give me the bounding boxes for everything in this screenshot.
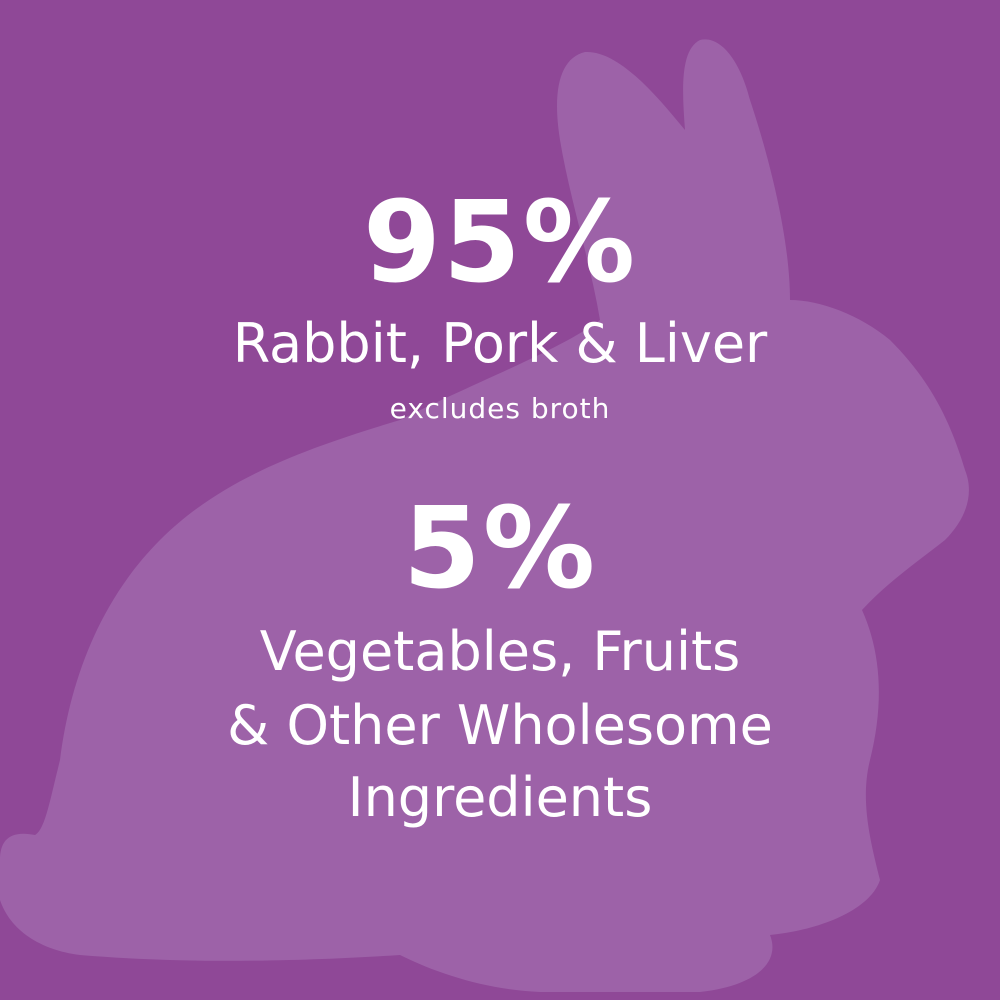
veg-percentage: 5%	[402, 484, 598, 614]
broth-note: excludes broth	[389, 392, 611, 425]
meat-label: Rabbit, Pork & Liver	[232, 312, 768, 375]
veg-label-line-3: Ingredients	[347, 766, 653, 829]
veg-label-line-2: & Other Wholesome	[227, 694, 773, 757]
meat-percentage: 95%	[362, 178, 638, 308]
veg-label-line-1: Vegetables, Fruits	[259, 620, 741, 683]
